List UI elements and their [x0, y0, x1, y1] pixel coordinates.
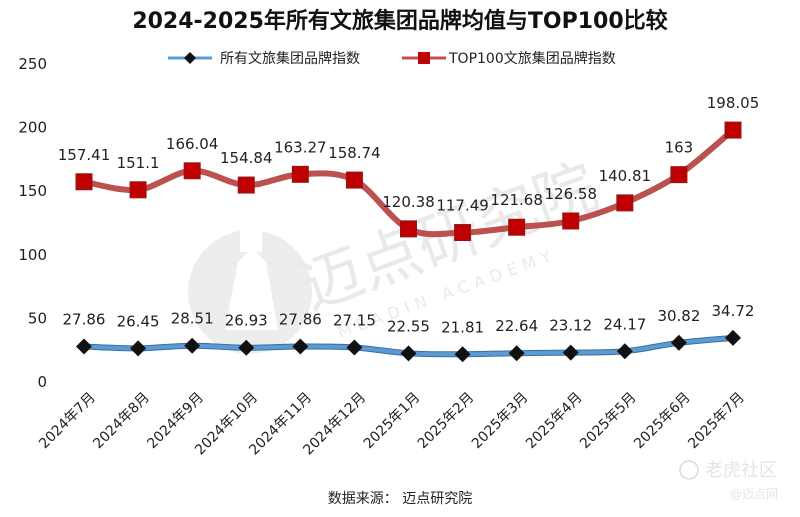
data-point-square [345, 171, 363, 189]
data-point-square [616, 194, 634, 212]
data-point-diamond [670, 334, 687, 351]
data-point-diamond [508, 345, 525, 362]
data-label: 154.84 [220, 149, 273, 167]
y-tick-label: 250 [18, 55, 47, 73]
data-label: 126.58 [545, 185, 598, 203]
x-tick-label: 2025年7月 [685, 390, 748, 453]
legend-label: TOP100文旅集团品牌指数 [448, 50, 616, 67]
data-point-square [508, 218, 526, 236]
data-label: 198.05 [707, 94, 760, 112]
data-label: 121.68 [490, 191, 543, 209]
data-point-diamond [562, 344, 579, 361]
data-point-diamond [292, 338, 309, 355]
data-point-square [562, 212, 580, 230]
y-axis: 0 50 100 150 200 250 [18, 55, 47, 391]
data-point-diamond [76, 338, 92, 355]
data-point-diamond [184, 337, 201, 354]
legend-item: TOP100文旅集团品牌指数 [402, 50, 616, 67]
data-label: 163 [665, 139, 694, 157]
x-tick-label: 2025年5月 [577, 390, 640, 453]
legend-square-icon [418, 52, 430, 64]
chart-title: 2024-2025年所有文旅集团品牌均值与TOP100比较 [132, 8, 667, 34]
y-tick-label: 0 [37, 373, 47, 391]
y-tick-label: 150 [18, 182, 47, 200]
data-label: 26.93 [225, 312, 268, 330]
data-label: 166.04 [166, 135, 219, 153]
data-point-square [291, 165, 309, 183]
data-point-square [724, 121, 742, 139]
data-point-square [454, 224, 472, 242]
data-point-diamond [725, 329, 741, 346]
data-label: 157.41 [58, 146, 111, 164]
x-tick-label: 2025年1月 [361, 390, 424, 453]
data-label: 140.81 [599, 167, 652, 185]
data-label: 22.55 [387, 317, 430, 335]
series-layer: 27.86 26.45 28.51 26.93 27.86 27.15 22.55 21.81… [58, 94, 760, 363]
corner-watermark-cn: 老虎社区 [705, 460, 777, 481]
data-point-diamond [130, 340, 147, 357]
data-label: 26.45 [117, 312, 160, 330]
watermark-logo-icon [188, 230, 312, 354]
data-label: 117.49 [436, 197, 489, 215]
data-point-square [129, 181, 147, 199]
data-label: 27.86 [63, 311, 106, 329]
data-point-square [670, 166, 688, 184]
corner-logo-icon [679, 460, 699, 480]
x-tick-label: 2025年3月 [469, 390, 532, 453]
data-label: 151.1 [117, 154, 160, 172]
data-point-square [75, 173, 93, 191]
data-point-diamond [454, 346, 471, 363]
data-point-diamond [400, 345, 417, 362]
legend-label: 所有文旅集团品牌指数 [220, 50, 360, 67]
data-label: 30.82 [657, 307, 700, 325]
data-point-diamond [238, 339, 255, 356]
data-point-square [183, 162, 201, 180]
source-note: 数据来源： 迈点研究院 [328, 491, 472, 507]
x-tick-label: 2024年7月 [36, 390, 99, 453]
y-tick-label: 100 [18, 246, 47, 264]
data-label: 120.38 [382, 193, 435, 211]
data-label: 158.74 [328, 144, 381, 162]
data-label: 24.17 [603, 315, 646, 333]
legend-diamond-icon [184, 52, 196, 64]
data-label: 27.15 [333, 311, 376, 329]
x-axis: 2024年7月2024年8月2024年9月2024年10月2024年11月202… [36, 390, 748, 459]
x-tick-label: 2025年6月 [631, 390, 694, 453]
data-label: 22.64 [495, 317, 538, 335]
data-label: 21.81 [441, 318, 484, 336]
data-label: 163.27 [274, 138, 327, 156]
y-tick-label: 50 [28, 309, 47, 327]
x-tick-label: 2025年4月 [523, 390, 586, 453]
data-label: 28.51 [171, 310, 214, 328]
corner-watermark-en: @迈点网 [730, 487, 778, 501]
data-label: 27.86 [279, 311, 322, 329]
x-tick-label: 2025年2月 [415, 390, 478, 453]
data-point-diamond [346, 339, 363, 356]
data-point-square [237, 176, 255, 194]
data-label: 23.12 [549, 317, 592, 335]
legend: 所有文旅集团品牌指数 TOP100文旅集团品牌指数 [168, 50, 616, 67]
x-tick-label: 2024年8月 [90, 390, 153, 453]
data-label: 34.72 [712, 302, 755, 320]
y-tick-label: 200 [18, 119, 47, 137]
data-point-square [400, 220, 417, 238]
legend-item: 所有文旅集团品牌指数 [168, 50, 360, 67]
corner-watermark: 老虎社区 @迈点网 [679, 460, 778, 501]
data-point-diamond [616, 343, 633, 360]
